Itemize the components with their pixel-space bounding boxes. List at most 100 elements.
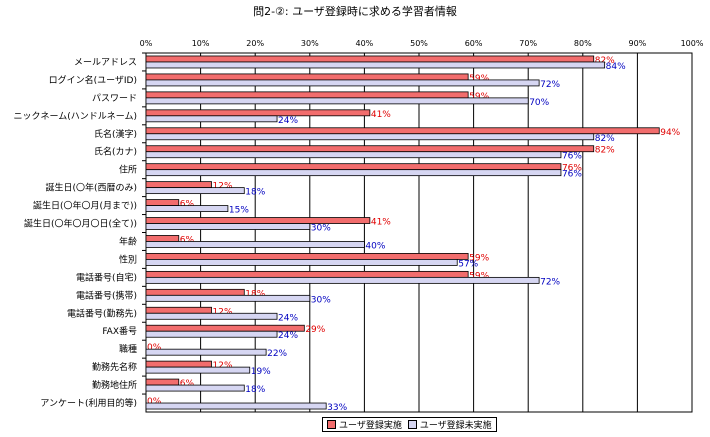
data-label-not-implemented: 19% — [251, 367, 271, 377]
x-tick-label: 90% — [629, 39, 647, 48]
data-label-implemented: 6% — [180, 200, 195, 210]
data-label-implemented: 41% — [371, 218, 391, 228]
category-label: 住所 — [119, 164, 137, 176]
data-label-not-implemented: 84% — [606, 62, 626, 72]
data-label-implemented: 94% — [660, 128, 680, 138]
bar-not-implemented — [145, 151, 562, 159]
bar-implemented — [145, 163, 562, 171]
x-tick-label: 30% — [301, 39, 319, 48]
legend-item-not-implemented: ユーザ登録未実施 — [407, 418, 492, 431]
category-label: アンケート(利用目的等) — [40, 397, 137, 409]
category-label: 電話番号(勤務先) — [67, 307, 137, 319]
data-label-implemented: 18% — [245, 289, 265, 299]
data-label-not-implemented: 57% — [458, 259, 478, 269]
data-label-implemented: 82% — [595, 56, 615, 66]
data-label-implemented: 12% — [213, 182, 233, 192]
data-label-not-implemented: 76% — [562, 170, 582, 180]
bar-implemented — [145, 127, 660, 135]
data-label-not-implemented: 33% — [327, 403, 347, 413]
category-label: 職種 — [119, 344, 137, 355]
data-label-not-implemented: 24% — [278, 116, 298, 126]
bar-implemented — [145, 306, 212, 314]
legend-label-implemented: ユーザ登録実施 — [339, 421, 402, 431]
x-tick-label: 70% — [519, 39, 537, 48]
data-label-implemented: 29% — [305, 325, 325, 335]
x-tick-label: 10% — [192, 39, 210, 48]
bar-implemented — [145, 360, 212, 368]
data-label-implemented: 6% — [180, 379, 195, 389]
category-label: 氏名(カナ) — [94, 146, 137, 158]
legend-item-implemented: ユーザ登録実施 — [327, 418, 402, 431]
data-label-implemented: 59% — [469, 74, 489, 84]
data-label-not-implemented: 18% — [245, 188, 265, 198]
bar-not-implemented — [145, 330, 278, 338]
bar-not-implemented — [145, 276, 540, 284]
bar-implemented — [145, 109, 371, 117]
x-tick-label: 60% — [465, 39, 483, 48]
bar-not-implemented — [145, 133, 595, 141]
x-tick-label: 50% — [410, 39, 428, 48]
bar-not-implemented — [145, 169, 562, 177]
bar-implemented — [145, 270, 469, 278]
bar-implemented — [145, 378, 180, 386]
x-tick-label: 20% — [246, 39, 264, 48]
bar-not-implemented — [145, 205, 229, 212]
data-label-implemented: 59% — [469, 92, 489, 102]
bar-implemented — [145, 55, 595, 63]
data-label-implemented: 6% — [180, 235, 195, 245]
category-label: メールアドレス — [74, 58, 137, 68]
bar-implemented — [145, 145, 595, 153]
category-label: 氏名(漢字) — [94, 128, 137, 140]
data-label-implemented: 41% — [371, 110, 391, 120]
bar-not-implemented — [145, 402, 327, 410]
data-label-not-implemented: 76% — [562, 152, 582, 162]
category-label: ニックネーム(ハンドルネーム) — [14, 111, 137, 122]
bar-not-implemented — [145, 187, 245, 195]
x-tick-label: 40% — [356, 39, 374, 48]
bar-implemented — [145, 91, 469, 99]
bar-implemented — [145, 73, 469, 81]
bar-not-implemented — [145, 223, 311, 230]
bar-not-implemented — [145, 61, 606, 69]
data-label-implemented: 76% — [562, 164, 582, 174]
category-label: パスワード — [92, 93, 137, 104]
data-label-not-implemented: 70% — [529, 98, 549, 108]
bar-not-implemented — [145, 348, 267, 356]
bar-not-implemented — [145, 366, 251, 374]
bar-not-implemented — [145, 312, 278, 320]
data-label-implemented: 0% — [147, 397, 162, 407]
data-label-not-implemented: 30% — [311, 224, 331, 234]
data-label-not-implemented: 24% — [278, 331, 298, 341]
data-label-not-implemented: 82% — [595, 134, 615, 144]
bar-not-implemented — [145, 259, 458, 266]
legend: ユーザ登録実施 ユーザ登録未実施 — [322, 417, 497, 432]
legend-swatch-implemented — [327, 420, 336, 429]
category-label: 誕生日(〇年(西暦のみ) — [45, 182, 137, 194]
bar-implemented — [145, 217, 371, 224]
bar-not-implemented — [145, 384, 245, 392]
data-label-implemented: 82% — [595, 146, 615, 156]
category-label: 勤務先名称 — [92, 361, 137, 373]
bar-not-implemented — [145, 115, 278, 123]
bar-implemented — [145, 181, 212, 189]
bar-implemented — [145, 253, 469, 260]
bar-implemented — [145, 199, 180, 206]
data-label-not-implemented: 30% — [311, 295, 331, 305]
data-label-not-implemented: 24% — [278, 313, 298, 323]
legend-label-not-implemented: ユーザ登録未実施 — [419, 421, 492, 431]
data-label-implemented: 12% — [213, 307, 233, 317]
data-label-implemented: 59% — [469, 271, 489, 281]
data-label-implemented: 0% — [147, 343, 162, 353]
category-label: 電話番号(携帯) — [76, 289, 137, 301]
bar-not-implemented — [145, 241, 365, 248]
data-label-not-implemented: 18% — [245, 385, 265, 395]
bar-not-implemented — [145, 97, 529, 105]
category-label: 誕生日(〇年〇月(月まで)) — [33, 200, 137, 212]
category-label: 性別 — [119, 253, 137, 265]
data-label-not-implemented: 72% — [540, 277, 560, 287]
x-tick-label: 0% — [140, 39, 153, 48]
chart-title: 問2-②: ユーザ登録時に求める学習者情報 — [253, 5, 457, 18]
data-label-not-implemented: 15% — [229, 206, 249, 216]
data-label-not-implemented: 40% — [365, 241, 385, 251]
